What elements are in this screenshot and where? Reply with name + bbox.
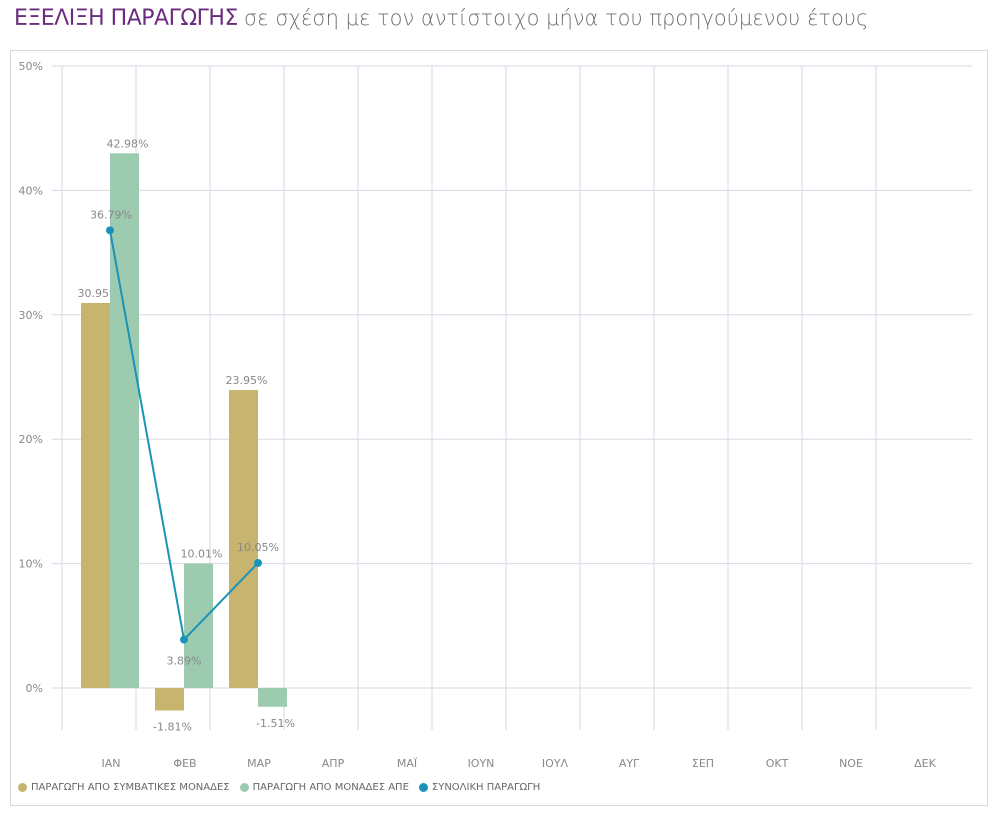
bar-conventional xyxy=(229,390,258,688)
legend-item-res: ΠΑΡΑΓΩΓΗ ΑΠΟ ΜΟΝΑΔΕΣ ΑΠΕ xyxy=(239,782,409,793)
data-label: -1.81% xyxy=(153,721,192,734)
x-tick-label: ΙΑΝ xyxy=(102,757,121,770)
x-tick-label: ΜΑΪ xyxy=(397,757,418,770)
chart-title-strong: ΕΞΕΛΙΞΗ ΠΑΡΑΓΩΓΗΣ xyxy=(14,6,238,31)
x-tick-label: ΑΥΓ xyxy=(619,757,640,770)
bar-conventional xyxy=(81,302,110,688)
y-tick-label: 50% xyxy=(19,60,43,73)
x-tick-label: ΣΕΠ xyxy=(692,757,714,770)
data-label-total: 36.79% xyxy=(90,208,132,221)
point-total xyxy=(106,226,114,235)
y-tick-label: 30% xyxy=(19,309,43,322)
y-tick-label: 10% xyxy=(19,558,43,571)
x-tick-label: ΦΕΒ xyxy=(173,757,196,770)
point-total xyxy=(180,635,188,644)
x-tick-label: ΟΚΤ xyxy=(766,757,789,770)
legend-item-conventional: ΠΑΡΑΓΩΓΗ ΑΠΟ ΣΥΜΒΑΤΙΚΕΣ ΜΟΝΑΔΕΣ xyxy=(18,782,230,793)
y-tick-label: 40% xyxy=(19,184,43,197)
y-tick-label: 20% xyxy=(19,433,43,446)
chart-frame xyxy=(10,50,988,806)
data-label: -1.51% xyxy=(256,717,295,730)
data-label-total: 3.89% xyxy=(167,655,202,668)
data-label: 30.95% xyxy=(78,287,120,300)
bar-res xyxy=(258,688,287,707)
legend-swatch-total xyxy=(418,783,428,792)
y-tick-label: 0% xyxy=(26,682,43,695)
legend-swatch-conventional xyxy=(18,783,27,792)
legend-label-total: ΣΥΝΟΛΙΚΗ ΠΑΡΑΓΩΓΗ xyxy=(431,782,541,793)
legend-label-res: ΠΑΡΑΓΩΓΗ ΑΠΟ ΜΟΝΑΔΕΣ ΑΠΕ xyxy=(252,782,409,793)
data-label: 42.98% xyxy=(107,137,149,150)
data-label-total: 10.05% xyxy=(237,541,279,554)
x-tick-label: ΔΕΚ xyxy=(914,757,936,770)
bar-res xyxy=(110,153,139,688)
legend-swatch-res xyxy=(239,783,249,792)
data-label: 23.95% xyxy=(226,374,268,387)
chart-title-light: σε σχέση με τον αντίστοιχο μήνα του προη… xyxy=(243,6,869,30)
data-label: 10.01% xyxy=(181,547,223,560)
legend-label-conventional: ΠΑΡΑΓΩΓΗ ΑΠΟ ΣΥΜΒΑΤΙΚΕΣ ΜΟΝΑΔΕΣ xyxy=(31,782,230,793)
legend: ΠΑΡΑΓΩΓΗ ΑΠΟ ΣΥΜΒΑΤΙΚΕΣ ΜΟΝΑΔΕΣ ΠΑΡΑΓΩΓΗ… xyxy=(18,782,540,793)
x-tick-label: ΑΠΡ xyxy=(322,757,345,770)
bar-conventional xyxy=(155,688,184,711)
x-tick-label: ΙΟΥΛ xyxy=(542,757,569,770)
x-tick-label: ΜΑΡ xyxy=(247,757,271,770)
chart-title: ΕΞΕΛΙΞΗ ΠΑΡΑΓΩΓΗΣ σε σχέση με τον αντίστο… xyxy=(14,6,868,31)
legend-item-total: ΣΥΝΟΛΙΚΗ ΠΑΡΑΓΩΓΗ xyxy=(418,782,541,793)
x-tick-label: ΙΟΥΝ xyxy=(468,757,495,770)
point-total xyxy=(254,558,262,567)
x-tick-label: ΝΟΕ xyxy=(839,757,863,770)
